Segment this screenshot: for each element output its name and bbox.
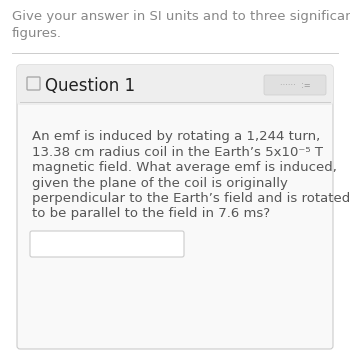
Text: to be parallel to the field in 7.6 ms?: to be parallel to the field in 7.6 ms? <box>32 208 270 221</box>
Text: An emf is induced by rotating a 1,244 turn,: An emf is induced by rotating a 1,244 tu… <box>32 130 320 143</box>
FancyBboxPatch shape <box>30 231 184 257</box>
Text: Give your answer in SI units and to three significant
figures.: Give your answer in SI units and to thre… <box>12 10 350 40</box>
Text: 13.38 cm radius coil in the Earth’s 5x10⁻⁵ T: 13.38 cm radius coil in the Earth’s 5x10… <box>32 145 323 159</box>
FancyBboxPatch shape <box>17 65 333 105</box>
Text: magnetic field. What average emf is induced,: magnetic field. What average emf is indu… <box>32 161 337 174</box>
FancyBboxPatch shape <box>264 75 326 95</box>
Text: given the plane of the coil is originally: given the plane of the coil is originall… <box>32 176 288 189</box>
Text: Question 1: Question 1 <box>45 77 135 95</box>
Text: perpendicular to the Earth’s field and is rotated: perpendicular to the Earth’s field and i… <box>32 192 350 205</box>
Text: ······  :=: ······ := <box>280 81 310 90</box>
Bar <box>20 68 330 102</box>
Bar <box>20 94 330 102</box>
FancyBboxPatch shape <box>17 65 333 349</box>
